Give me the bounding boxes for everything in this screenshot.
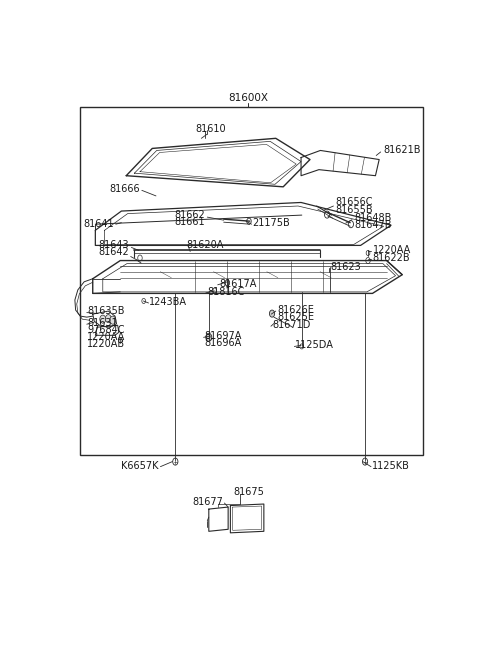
Text: 81816C: 81816C bbox=[207, 287, 244, 297]
Text: 81641: 81641 bbox=[84, 219, 114, 229]
Text: K6657K: K6657K bbox=[121, 461, 158, 470]
Text: 1220AA: 1220AA bbox=[87, 333, 125, 342]
Text: 1125DA: 1125DA bbox=[295, 340, 334, 350]
Circle shape bbox=[366, 258, 370, 264]
Circle shape bbox=[100, 315, 106, 323]
Text: 81662: 81662 bbox=[174, 210, 205, 220]
Circle shape bbox=[213, 288, 216, 293]
Text: 1220AA: 1220AA bbox=[372, 245, 411, 255]
Text: 1125KB: 1125KB bbox=[372, 461, 409, 470]
Text: 81677: 81677 bbox=[192, 497, 223, 507]
Circle shape bbox=[225, 279, 229, 286]
Text: 21175B: 21175B bbox=[252, 218, 290, 228]
Circle shape bbox=[324, 211, 330, 218]
Text: 81625E: 81625E bbox=[277, 312, 314, 322]
Text: 81647B: 81647B bbox=[354, 220, 391, 230]
Circle shape bbox=[348, 220, 353, 228]
Text: 81661: 81661 bbox=[174, 217, 205, 227]
Text: 81666: 81666 bbox=[109, 184, 140, 194]
Circle shape bbox=[366, 251, 370, 255]
Text: 1243BA: 1243BA bbox=[149, 297, 187, 307]
Text: 81623: 81623 bbox=[331, 262, 361, 272]
Text: 81600X: 81600X bbox=[228, 93, 268, 103]
Text: 81622B: 81622B bbox=[372, 253, 410, 263]
Text: 81648B: 81648B bbox=[354, 213, 391, 223]
Circle shape bbox=[106, 315, 111, 323]
Text: 81643: 81643 bbox=[98, 240, 129, 251]
Text: 81621B: 81621B bbox=[384, 146, 421, 155]
Text: 81656C: 81656C bbox=[335, 197, 373, 207]
Circle shape bbox=[110, 316, 116, 324]
Text: 81697A: 81697A bbox=[204, 331, 242, 341]
Text: 81617A: 81617A bbox=[219, 279, 257, 289]
Text: 81696A: 81696A bbox=[204, 338, 241, 348]
Circle shape bbox=[138, 255, 142, 261]
Text: 81675: 81675 bbox=[234, 487, 264, 497]
Circle shape bbox=[247, 218, 251, 224]
Circle shape bbox=[300, 344, 304, 349]
Text: 81642: 81642 bbox=[98, 247, 129, 258]
Circle shape bbox=[119, 338, 122, 343]
Circle shape bbox=[362, 458, 368, 465]
Text: 81626E: 81626E bbox=[277, 305, 314, 315]
Text: 81610: 81610 bbox=[195, 124, 226, 134]
Circle shape bbox=[206, 333, 212, 341]
Text: 97684C: 97684C bbox=[87, 325, 125, 335]
Text: 81671D: 81671D bbox=[272, 320, 311, 330]
Bar bbox=[81, 106, 423, 455]
Text: 1220AB: 1220AB bbox=[87, 339, 125, 350]
Text: 81620A: 81620A bbox=[186, 240, 224, 251]
Circle shape bbox=[269, 310, 275, 317]
Circle shape bbox=[173, 458, 178, 465]
Circle shape bbox=[142, 298, 145, 304]
Text: 81655B: 81655B bbox=[335, 205, 373, 215]
Text: 81635B: 81635B bbox=[87, 306, 125, 316]
Text: 81631: 81631 bbox=[87, 318, 118, 328]
